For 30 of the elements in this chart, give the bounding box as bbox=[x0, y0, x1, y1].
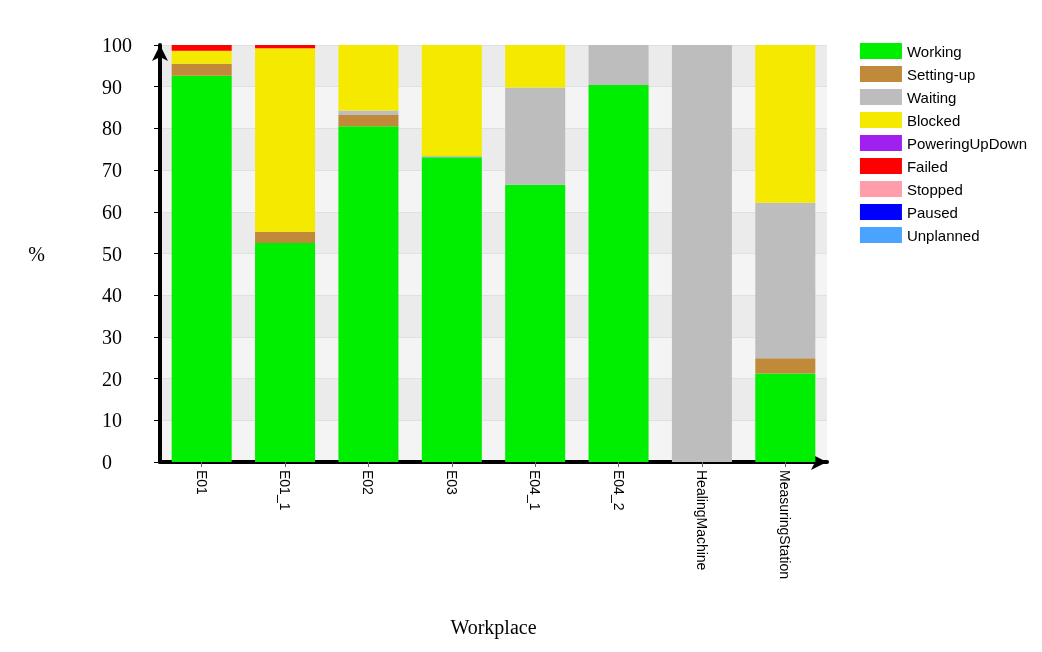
y-tick-label: 90 bbox=[102, 75, 122, 98]
y-tick-label: 0 bbox=[102, 451, 112, 473]
legend-label: Waiting bbox=[906, 88, 957, 106]
legend-label: Failed bbox=[906, 157, 948, 175]
legend-label: Blocked bbox=[906, 111, 961, 129]
legend-label: Setting-up bbox=[906, 65, 976, 83]
y-tick-label: 80 bbox=[102, 117, 122, 140]
x-tick-label: MeasuringStation bbox=[777, 470, 794, 579]
legend-label: Working bbox=[906, 42, 962, 60]
x-tick-label: E01_1 bbox=[277, 470, 294, 511]
y-tick-label: 60 bbox=[102, 200, 122, 223]
legend-label: Stopped bbox=[906, 180, 963, 198]
y-tick-label: 40 bbox=[102, 284, 122, 307]
x-tick-label: E04_2 bbox=[610, 470, 627, 511]
x-tick-label: E02 bbox=[360, 470, 377, 496]
y-tick-label: 20 bbox=[102, 367, 122, 390]
x-tick-label: E03 bbox=[443, 470, 460, 496]
y-tick-label: 100 bbox=[102, 34, 132, 56]
x-axis-title: Workplace bbox=[450, 616, 537, 639]
y-tick-label: 70 bbox=[102, 159, 122, 182]
legend-label: Paused bbox=[906, 203, 958, 221]
y-tick-label: 10 bbox=[102, 409, 122, 432]
x-tick-label: E04_1 bbox=[527, 470, 544, 511]
y-axis-title: % bbox=[28, 242, 45, 265]
x-tick-label: E01 bbox=[193, 470, 210, 496]
y-tick-label: 50 bbox=[102, 242, 122, 265]
x-tick-label: HealingMachine bbox=[693, 470, 710, 571]
legend-label: PoweringUpDown bbox=[906, 134, 1027, 152]
legend-label: Unplanned bbox=[906, 226, 980, 244]
y-tick-label: 30 bbox=[102, 325, 122, 348]
